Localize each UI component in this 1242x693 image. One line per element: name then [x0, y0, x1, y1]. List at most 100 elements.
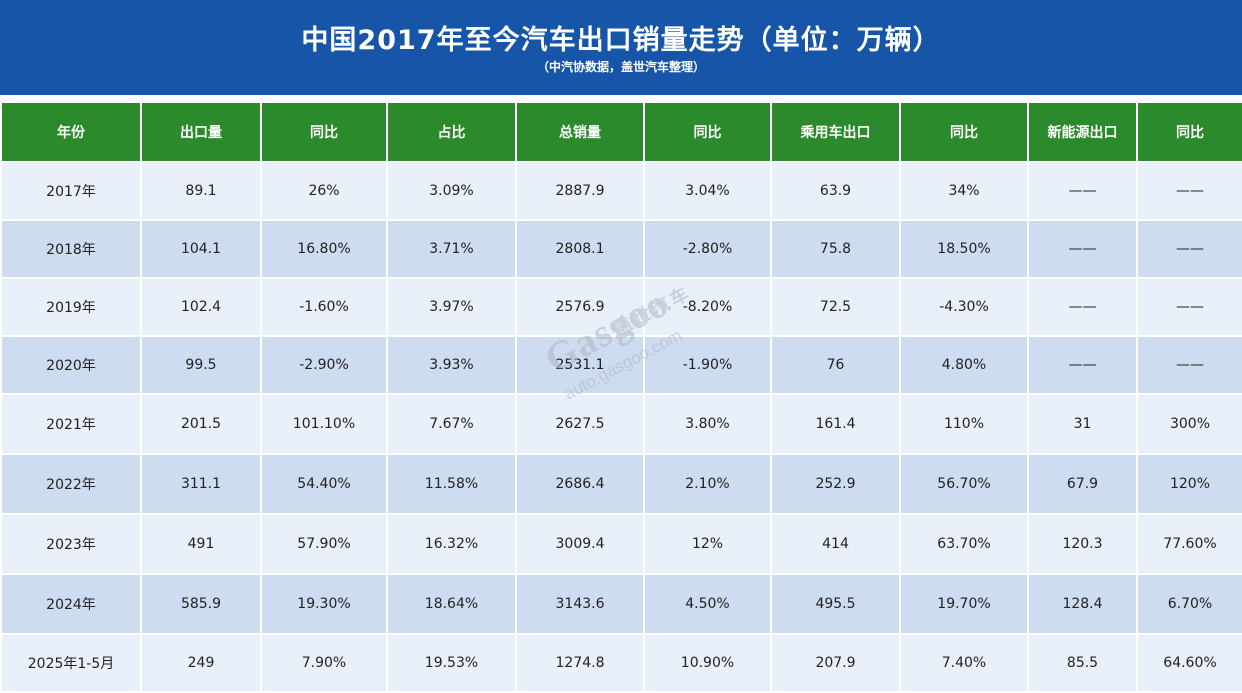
- data-cell: 16.32%: [386, 513, 517, 575]
- data-cell: 110%: [899, 393, 1029, 455]
- data-cell: 201.5: [140, 393, 262, 455]
- data-cell: -2.90%: [260, 335, 388, 395]
- data-cell: 128.4: [1027, 573, 1138, 635]
- data-cell: 75.8: [770, 219, 901, 279]
- data-cell: ——: [1136, 335, 1242, 395]
- data-cell: ——: [1027, 161, 1138, 221]
- data-cell: -4.30%: [899, 277, 1029, 337]
- data-cell: 101.10%: [260, 393, 388, 455]
- row-label-cell: 2025年1-5月: [0, 633, 142, 693]
- data-cell: 311.1: [140, 453, 262, 515]
- table-body: 2017年 89.1 26% 3.09% 2887.9 3.04% 63.9 34% —— —— 2…: [0, 161, 1242, 693]
- data-cell: 12%: [643, 513, 772, 575]
- banner-divider: [0, 95, 1242, 101]
- data-cell: 67.9: [1027, 453, 1138, 515]
- data-cell: 19.53%: [386, 633, 517, 693]
- column-header: 同比: [643, 101, 772, 163]
- data-cell: 16.80%: [260, 219, 388, 279]
- table-row: 2020年 99.5 -2.90% 3.93% 2531.1 -1.90% 76 4.80% —…: [0, 335, 1242, 395]
- row-label-cell: 2019年: [0, 277, 142, 337]
- data-cell: 104.1: [140, 219, 262, 279]
- data-cell: 57.90%: [260, 513, 388, 575]
- data-cell: 3143.6: [515, 573, 645, 635]
- column-header: 年份: [0, 101, 142, 163]
- data-cell: 3009.4: [515, 513, 645, 575]
- data-cell: -1.90%: [643, 335, 772, 395]
- data-cell: 77.60%: [1136, 513, 1242, 575]
- table-row: 2019年 102.4 -1.60% 3.97% 2576.9 -8.20% 72.5 -4.…: [0, 277, 1242, 337]
- data-cell: 3.09%: [386, 161, 517, 221]
- column-header: 同比: [899, 101, 1029, 163]
- column-header: 占比: [386, 101, 517, 163]
- data-cell: 99.5: [140, 335, 262, 395]
- data-cell: 120.3: [1027, 513, 1138, 575]
- data-cell: 19.30%: [260, 573, 388, 635]
- data-cell: 85.5: [1027, 633, 1138, 693]
- page-subtitle: （中汽协数据，盖世汽车整理）: [536, 60, 705, 74]
- data-cell: -1.60%: [260, 277, 388, 337]
- title-banner: [0, 0, 1242, 95]
- table-header-row: 年份 出口量 同比 占比 总销量 同比 乘用车出口 同比 新能源出口 同比: [0, 101, 1242, 163]
- row-label-cell: 2023年: [0, 513, 142, 575]
- data-cell: ——: [1027, 219, 1138, 279]
- data-cell: 6.70%: [1136, 573, 1242, 635]
- data-cell: 4.50%: [643, 573, 772, 635]
- data-cell: ——: [1136, 277, 1242, 337]
- column-header: 同比: [1136, 101, 1242, 163]
- data-cell: 585.9: [140, 573, 262, 635]
- data-cell: 63.9: [770, 161, 901, 221]
- data-cell: 3.80%: [643, 393, 772, 455]
- data-cell: 300%: [1136, 393, 1242, 455]
- data-cell: ——: [1027, 277, 1138, 337]
- data-cell: 161.4: [770, 393, 901, 455]
- data-cell: ——: [1027, 335, 1138, 395]
- table-row: 2024年 585.9 19.30% 18.64% 3143.6 4.50% 495.5 19…: [0, 573, 1242, 635]
- data-cell: 89.1: [140, 161, 262, 221]
- data-cell: -2.80%: [643, 219, 772, 279]
- data-cell: 2531.1: [515, 335, 645, 395]
- row-label-cell: 2024年: [0, 573, 142, 635]
- data-cell: 10.90%: [643, 633, 772, 693]
- data-cell: 2887.9: [515, 161, 645, 221]
- data-cell: 3.04%: [643, 161, 772, 221]
- row-label-cell: 2021年: [0, 393, 142, 455]
- export-sales-table: 年份 出口量 同比 占比 总销量 同比 乘用车出口 同比 新能源出口 同比 2017年 89.1 26…: [0, 101, 1242, 693]
- table-row: 2021年 201.5 101.10% 7.67% 2627.5 3.80% 161.4 11…: [0, 393, 1242, 455]
- table-row: 2017年 89.1 26% 3.09% 2887.9 3.04% 63.9 34% —— ——: [0, 161, 1242, 221]
- data-cell: 1274.8: [515, 633, 645, 693]
- data-cell: 3.93%: [386, 335, 517, 395]
- data-cell: 495.5: [770, 573, 901, 635]
- data-cell: 491: [140, 513, 262, 575]
- data-cell: 249: [140, 633, 262, 693]
- data-cell: 54.40%: [260, 453, 388, 515]
- data-cell: 56.70%: [899, 453, 1029, 515]
- data-cell: 2576.9: [515, 277, 645, 337]
- data-cell: 26%: [260, 161, 388, 221]
- data-cell: 3.97%: [386, 277, 517, 337]
- row-label-cell: 2017年: [0, 161, 142, 221]
- data-cell: 2627.5: [515, 393, 645, 455]
- column-header: 同比: [260, 101, 388, 163]
- data-cell: 252.9: [770, 453, 901, 515]
- column-header: 乘用车出口: [770, 101, 901, 163]
- data-cell: 4.80%: [899, 335, 1029, 395]
- data-cell: 120%: [1136, 453, 1242, 515]
- data-cell: ——: [1136, 161, 1242, 221]
- data-cell: 414: [770, 513, 901, 575]
- data-cell: 63.70%: [899, 513, 1029, 575]
- table-row: 2022年 311.1 54.40% 11.58% 2686.4 2.10% 252.9 56…: [0, 453, 1242, 515]
- page-title: 中国2017年至今汽车出口销量走势（单位：万辆）: [301, 25, 941, 56]
- table-row: 2025年1-5月 249 7.90% 19.53% 1274.8 10.90% 207.9…: [0, 633, 1242, 693]
- row-label-cell: 2022年: [0, 453, 142, 515]
- row-label-cell: 2018年: [0, 219, 142, 279]
- table-row: 2018年 104.1 16.80% 3.71% 2808.1 -2.80% 75.8 18.…: [0, 219, 1242, 279]
- data-cell: 11.58%: [386, 453, 517, 515]
- column-header: 总销量: [515, 101, 645, 163]
- data-cell: 18.64%: [386, 573, 517, 635]
- data-cell: -8.20%: [643, 277, 772, 337]
- data-cell: 7.40%: [899, 633, 1029, 693]
- data-cell: 207.9: [770, 633, 901, 693]
- data-cell: 19.70%: [899, 573, 1029, 635]
- data-cell: 76: [770, 335, 901, 395]
- column-header: 出口量: [140, 101, 262, 163]
